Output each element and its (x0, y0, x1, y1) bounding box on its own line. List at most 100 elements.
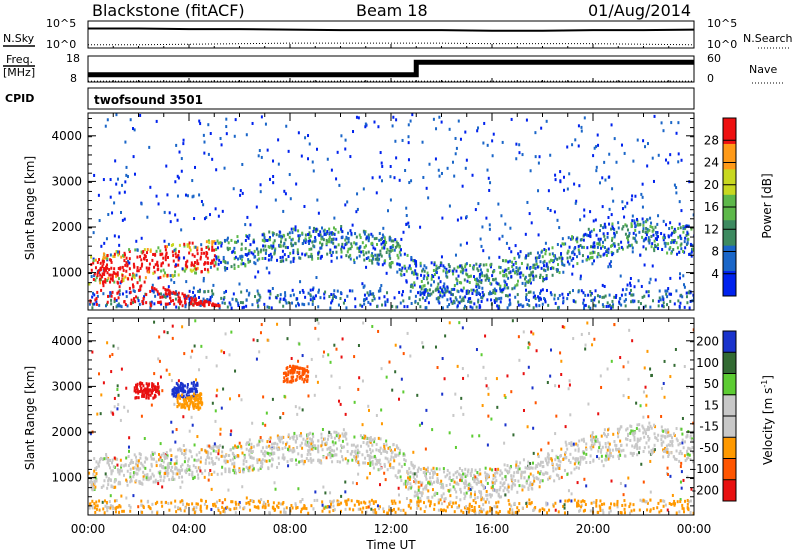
power-cell (466, 262, 468, 265)
power-cell (557, 297, 559, 300)
power-cell (549, 253, 551, 256)
velocity-cell (336, 447, 338, 450)
velocity-cell (553, 479, 555, 482)
cpid-label: CPID (5, 92, 34, 105)
power-cell (289, 236, 291, 239)
power-cell (136, 269, 138, 272)
power-cell (662, 295, 664, 298)
velocity-cell (118, 504, 120, 507)
velocity-cell (227, 460, 229, 463)
power-cell (181, 157, 183, 160)
power-cell (391, 305, 393, 308)
velocity-cell (390, 458, 392, 461)
power-cell (519, 276, 521, 279)
velocity-cell (331, 436, 333, 439)
power-cell (582, 260, 584, 263)
power-cell (611, 187, 613, 190)
power-cell (458, 275, 460, 278)
power-cell (217, 246, 219, 249)
velocity-cell (561, 476, 563, 479)
power-cell (203, 263, 205, 266)
power-cell (583, 239, 585, 242)
power-cell (419, 305, 421, 308)
velocity-cell (174, 500, 176, 503)
velocity-cell (102, 507, 104, 510)
power-cell (678, 251, 680, 254)
power-cell (683, 283, 685, 286)
velocity-cell (594, 440, 596, 443)
power-cell (344, 147, 346, 150)
power-cell (666, 295, 668, 298)
power-cell (469, 297, 471, 300)
power-cell (390, 165, 392, 168)
power-cell (183, 139, 185, 142)
velocity-cell (301, 455, 303, 458)
power-cell (391, 246, 393, 249)
velocity-cell (504, 423, 506, 426)
velocity-cell (296, 413, 298, 416)
power-cell (649, 281, 651, 284)
velocity-cell (260, 331, 262, 334)
power-cell (191, 179, 193, 182)
power-cell (657, 214, 659, 217)
power-cell (458, 290, 460, 293)
power-cell (500, 300, 502, 303)
velocity-cell (609, 507, 611, 510)
velocity-cell (194, 345, 196, 348)
power-cell (104, 257, 106, 260)
velocity-cell (427, 470, 429, 473)
velocity-cell (549, 475, 551, 478)
power-cell (469, 281, 471, 284)
power-cell (106, 279, 108, 282)
velocity-cell (449, 483, 451, 486)
velocity-cell (527, 461, 529, 464)
velocity-cell (424, 471, 426, 474)
velocity-cell (399, 501, 401, 504)
velocity-cell (689, 454, 691, 457)
velocity-cell (421, 341, 423, 344)
power-cell (231, 265, 233, 268)
velocity-cell (531, 487, 533, 490)
power-cell (682, 231, 684, 234)
velocity-cell (565, 444, 567, 447)
power-cell (312, 288, 314, 291)
power-cell (143, 298, 145, 301)
power-cell (220, 261, 222, 264)
velocity-cell (191, 455, 193, 458)
power-cell (277, 138, 279, 141)
power-cell (129, 273, 131, 276)
velocity-cell (577, 481, 579, 484)
power-cell (132, 127, 134, 130)
velocity-cell (625, 428, 627, 431)
power-cell (393, 176, 395, 179)
power-cell (481, 300, 483, 303)
power-cell (518, 143, 520, 146)
power-cell (453, 267, 455, 270)
velocity-cell (287, 464, 289, 467)
freq-nave-panel: Freq. [MHz] 18 8 60 0 Nave (3, 52, 784, 85)
velocity-cell (368, 437, 370, 440)
power-cell (170, 300, 172, 303)
power-cell (595, 169, 597, 172)
velocity-cell (201, 448, 203, 451)
power-cell (559, 180, 561, 183)
power-cell (245, 239, 247, 242)
velocity-cell (393, 500, 395, 503)
velocity-cell (116, 407, 118, 410)
velocity-cell (593, 338, 595, 341)
power-cell (670, 252, 672, 255)
power-cell (563, 189, 565, 192)
power-cell (489, 282, 491, 285)
power-cell (503, 274, 505, 277)
velocity-cell (127, 484, 129, 487)
power-cell (140, 258, 142, 261)
velocity-cell (682, 417, 684, 420)
power-cell (298, 303, 300, 306)
power-cell (546, 274, 548, 277)
velocity-cell (496, 505, 498, 508)
power-cell (260, 183, 262, 186)
velocity-cell (681, 441, 683, 444)
power-cell (488, 256, 490, 259)
velocity-cell (172, 430, 174, 433)
velocity-cell (241, 452, 243, 455)
